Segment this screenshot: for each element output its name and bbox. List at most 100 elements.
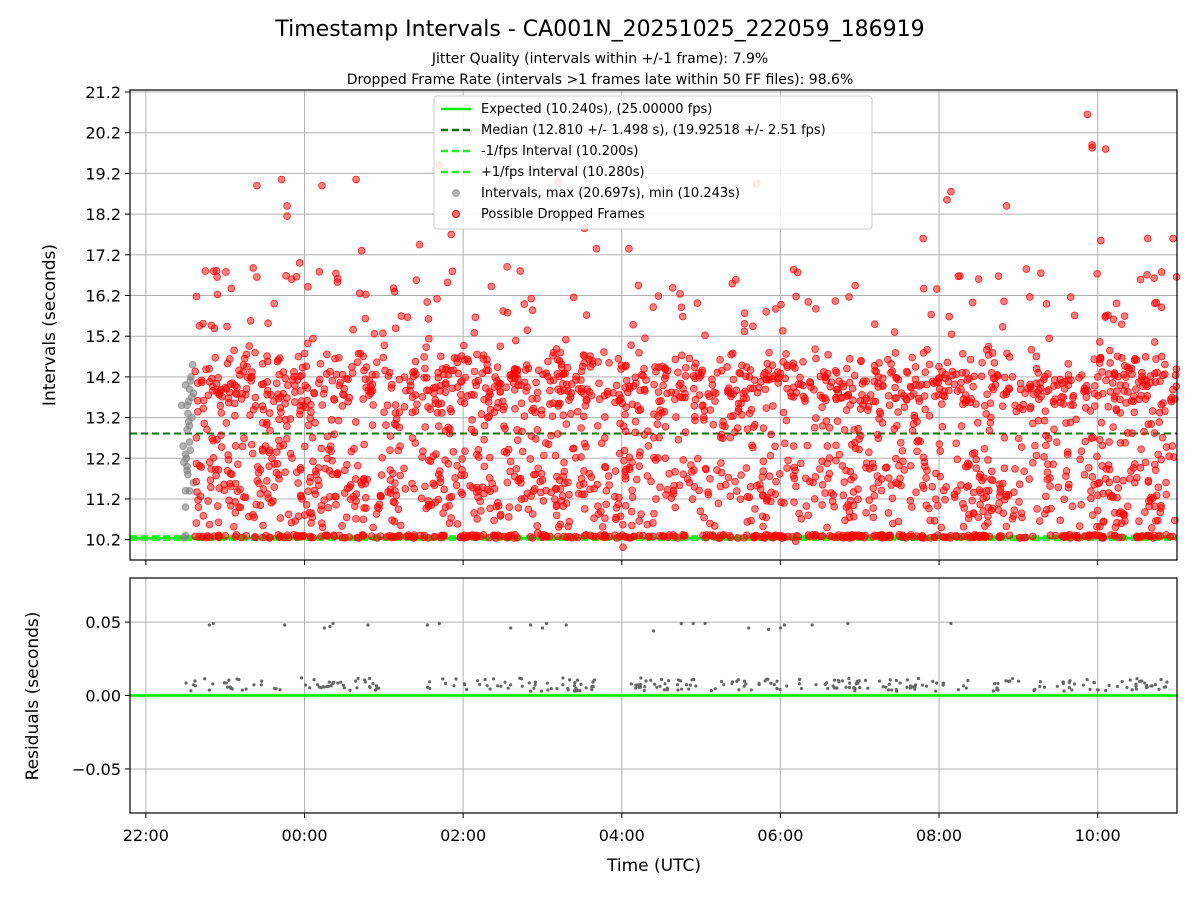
dropped-frame-point — [514, 504, 523, 512]
dropped-frame-point — [1106, 346, 1114, 355]
residual-point — [772, 682, 776, 687]
dropped-frame-point — [719, 417, 727, 426]
dropped-frame-point — [1062, 467, 1071, 475]
dropped-frame-point — [536, 488, 545, 497]
dropped-frame-point — [1016, 533, 1024, 542]
dropped-frame-point — [546, 400, 554, 408]
dropped-frame-point — [306, 414, 314, 422]
dropped-frame-point — [625, 463, 634, 472]
dropped-frame-point — [1033, 505, 1041, 513]
dropped-frame-point — [983, 346, 991, 354]
dropped-frame-point — [902, 395, 911, 403]
dropped-frame-point — [700, 416, 708, 424]
dropped-frame-point — [1120, 312, 1129, 320]
dropped-frame-point — [977, 372, 986, 381]
dropped-frame-point — [1154, 450, 1162, 459]
dropped-frame-point — [1059, 533, 1067, 541]
dropped-frame-point — [629, 320, 637, 329]
dropped-frame-point — [447, 230, 456, 239]
dropped-frame-point — [520, 494, 529, 503]
dropped-frame-point — [685, 478, 694, 487]
dropped-frame-point — [245, 342, 253, 350]
residual-point — [911, 685, 915, 689]
residual-point — [653, 682, 657, 686]
dropped-frame-point — [395, 375, 404, 384]
interval-point — [181, 503, 190, 511]
dropped-frame-point — [1064, 483, 1073, 492]
dropped-frame-point — [870, 491, 879, 500]
dropped-frame-point — [411, 357, 420, 366]
dropped-frame-point — [600, 348, 608, 356]
residual-point — [509, 683, 513, 687]
residual-point — [319, 686, 323, 690]
dropped-frame-point — [830, 533, 839, 541]
dropped-frame-point — [1076, 455, 1084, 464]
dropped-frame-point — [1165, 452, 1174, 461]
dropped-frame-point — [926, 534, 935, 542]
dropped-frame-point — [412, 276, 421, 285]
dropped-frame-point — [1045, 334, 1054, 343]
dropped-frame-point — [562, 420, 571, 428]
dropped-frame-point — [1060, 495, 1068, 504]
dropped-frame-point — [287, 518, 296, 527]
dropped-frame-point — [1118, 354, 1126, 362]
dropped-frame-point — [928, 483, 937, 491]
dropped-frame-point — [282, 434, 291, 443]
dropped-frame-point — [533, 426, 542, 434]
dropped-frame-point — [421, 423, 429, 431]
dropped-frame-point — [964, 514, 973, 523]
dropped-frame-point — [230, 346, 238, 355]
dropped-frame-point — [1093, 506, 1102, 515]
dropped-frame-point — [601, 463, 610, 472]
dropped-frame-point — [1077, 371, 1086, 379]
dropped-frame-point — [222, 419, 231, 427]
dropped-frame-point — [436, 478, 445, 486]
residual-point — [529, 689, 533, 693]
dropped-frame-point — [457, 390, 465, 399]
dropped-frame-point — [1026, 404, 1035, 413]
residual-point — [496, 684, 500, 688]
dropped-frame-point — [869, 513, 878, 522]
dropped-frame-point — [1009, 512, 1018, 520]
dropped-frame-point — [1150, 429, 1159, 437]
dropped-frame-point — [1014, 434, 1023, 443]
residual-point — [651, 629, 656, 633]
dropped-frame-point — [213, 502, 222, 510]
dropped-frame-point — [470, 509, 478, 517]
dropped-frame-point — [391, 487, 399, 495]
dropped-frame-point — [238, 442, 247, 451]
dropped-frame-point — [300, 511, 309, 519]
dropped-frame-point — [862, 459, 871, 468]
dropped-frame-point — [1130, 408, 1139, 417]
dropped-frame-point — [572, 372, 580, 381]
dropped-frame-point — [978, 358, 986, 367]
dropped-frame-point — [753, 482, 761, 490]
dropped-frame-point — [484, 398, 493, 406]
dropped-frame-point — [1060, 385, 1069, 393]
residual-point — [540, 626, 545, 630]
residual-point — [797, 682, 802, 686]
dropped-frame-point — [674, 435, 683, 444]
dropped-frame-point — [534, 464, 542, 473]
dropped-frame-point — [1169, 234, 1177, 243]
residual-point — [235, 677, 239, 681]
residual-point — [211, 682, 215, 686]
dropped-frame-point — [1028, 532, 1037, 541]
dropped-frame-point — [192, 433, 201, 442]
dropped-frame-point — [478, 483, 487, 492]
residual-point — [769, 681, 773, 685]
dropped-frame-point — [325, 445, 333, 454]
dropped-frame-point — [592, 244, 601, 253]
dropped-frame-point — [709, 420, 718, 429]
dropped-frame-point — [671, 355, 680, 364]
dropped-frame-point — [420, 353, 428, 361]
dropped-frame-point — [230, 399, 239, 408]
dropped-frame-point — [941, 370, 950, 379]
dropped-frame-point — [211, 353, 220, 362]
residual-point — [1008, 679, 1012, 683]
dropped-frame-point — [890, 328, 899, 336]
residual-point — [659, 677, 664, 682]
residual-point — [491, 677, 496, 681]
dropped-frame-point — [804, 511, 813, 520]
dropped-frame-point — [303, 384, 312, 392]
